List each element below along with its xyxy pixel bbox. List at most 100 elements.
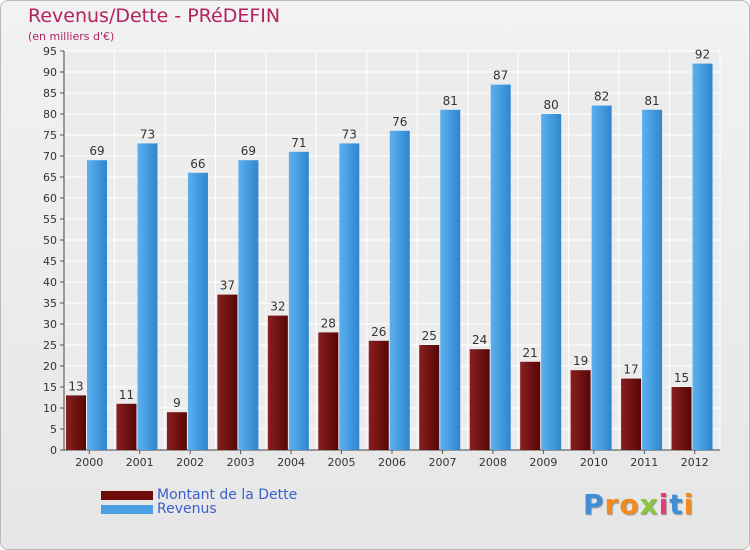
- y-tick-label: 95: [43, 45, 57, 58]
- legend-label-debt: Montant de la Dette: [157, 487, 298, 503]
- logo-letter: t: [669, 488, 684, 521]
- bar-dette: [368, 340, 389, 450]
- data-label-dette: 37: [220, 279, 235, 293]
- data-label-revenus: 69: [241, 144, 256, 158]
- bar-revenus: [87, 160, 107, 450]
- data-labels: 13 69 11 73 9 66 37 69 32 71 28 73 26 76 25 81 24 87 21 80 1…: [68, 48, 710, 411]
- data-label-revenus: 73: [140, 127, 155, 141]
- bar-revenus: [692, 63, 713, 450]
- bar-revenus: [137, 143, 158, 450]
- y-tick-label: 15: [43, 381, 57, 394]
- y-tick-label: 90: [43, 66, 57, 79]
- bar-revenus: [490, 84, 511, 450]
- bar-dette: [217, 294, 238, 450]
- bar-revenus: [187, 172, 208, 451]
- y-tick-label: 50: [43, 234, 57, 247]
- data-label-revenus: 80: [544, 98, 559, 112]
- data-label-dette: 24: [472, 333, 487, 347]
- bar-revenus: [288, 151, 309, 451]
- logo-letter: i: [683, 488, 695, 521]
- data-label-revenus: 66: [190, 157, 205, 171]
- bar-revenus: [339, 143, 360, 450]
- x-tick-label: 2008: [479, 456, 507, 469]
- x-tick-label: 2004: [277, 456, 305, 469]
- data-label-revenus: 76: [392, 115, 407, 129]
- y-tick-label: 5: [50, 423, 57, 436]
- data-label-dette: 17: [623, 363, 638, 377]
- y-tick-label: 80: [43, 108, 57, 121]
- data-label-dette: 28: [321, 316, 336, 330]
- y-tick-label: 0: [50, 444, 57, 457]
- data-label-revenus: 73: [342, 127, 357, 141]
- legend-label-revenus: Revenus: [157, 501, 217, 517]
- data-label-revenus: 81: [443, 94, 458, 108]
- data-label-dette: 32: [270, 300, 285, 314]
- x-tick-label: 2003: [227, 456, 255, 469]
- y-tick-label: 75: [43, 129, 57, 142]
- y-tick-label: 45: [43, 255, 57, 268]
- logo-letter: r: [604, 488, 620, 521]
- x-tick-label: 2010: [580, 456, 608, 469]
- x-tick-label: 2012: [681, 456, 709, 469]
- legend-item-revenus: Revenus: [101, 501, 217, 517]
- bar-revenus: [389, 130, 410, 451]
- data-label-dette: 15: [674, 371, 689, 385]
- x-tick-label: 2009: [529, 456, 557, 469]
- bar-dette: [66, 395, 86, 450]
- y-tick-label: 55: [43, 213, 57, 226]
- bar-dette: [318, 332, 339, 450]
- y-tick-label: 60: [43, 192, 57, 205]
- y-tick-label: 85: [43, 87, 57, 100]
- bar-revenus: [238, 160, 259, 450]
- y-tick-label: 10: [43, 402, 57, 415]
- bar-dette: [419, 345, 440, 450]
- x-tick-label: 2005: [328, 456, 356, 469]
- chart-subtitle: (en milliers d'€): [28, 30, 115, 43]
- bar-revenus: [591, 105, 612, 450]
- y-tick-label: 30: [43, 318, 57, 331]
- bar-dette: [166, 412, 187, 450]
- data-label-revenus: 82: [594, 90, 609, 104]
- axes: 0 5 10 15 20 25 30 35 40 45 50 55 60 65 70 75 80 85 90 95 20…: [43, 45, 720, 469]
- legend-item-debt: Montant de la Dette: [101, 487, 297, 503]
- bar-dette: [469, 349, 490, 450]
- data-label-dette: 19: [573, 354, 588, 368]
- data-label-dette: 9: [173, 396, 181, 410]
- logo-letter: i: [658, 488, 670, 521]
- bar-dette: [570, 370, 591, 450]
- y-tick-label: 25: [43, 339, 57, 352]
- y-tick-label: 65: [43, 171, 57, 184]
- bar-dette: [621, 378, 642, 450]
- proxiti-logo: Proxiti: [583, 488, 694, 521]
- legend-swatch-debt: [101, 490, 153, 500]
- data-label-dette: 11: [119, 388, 134, 402]
- data-label-revenus: 87: [493, 69, 508, 83]
- data-label-revenus: 69: [89, 144, 104, 158]
- data-label-revenus: 92: [695, 48, 710, 62]
- data-label-revenus: 71: [291, 136, 306, 150]
- y-tick-label: 20: [43, 360, 57, 373]
- chart-title: Revenus/Dette - PRéDEFIN: [28, 5, 281, 27]
- bar-dette: [671, 387, 692, 450]
- x-tick-label: 2007: [428, 456, 456, 469]
- data-label-dette: 25: [422, 329, 437, 343]
- data-label-dette: 13: [68, 379, 83, 393]
- logo-letter: o: [619, 488, 640, 521]
- bar-dette: [116, 403, 137, 450]
- bar-dette: [520, 361, 541, 450]
- bars: [66, 63, 713, 451]
- y-tick-label: 40: [43, 276, 57, 289]
- data-label-dette: 21: [523, 346, 538, 360]
- x-tick-label: 2002: [176, 456, 204, 469]
- x-tick-label: 2001: [126, 456, 154, 469]
- x-tick-label: 2006: [378, 456, 406, 469]
- x-tick-label: 2011: [630, 456, 658, 469]
- legend-swatch-revenus: [101, 504, 153, 514]
- y-tick-label: 35: [43, 297, 57, 310]
- logo-letter: x: [639, 488, 659, 521]
- x-tick-label: 2000: [75, 456, 103, 469]
- data-label-revenus: 81: [644, 94, 659, 108]
- logo-letter: P: [583, 488, 605, 521]
